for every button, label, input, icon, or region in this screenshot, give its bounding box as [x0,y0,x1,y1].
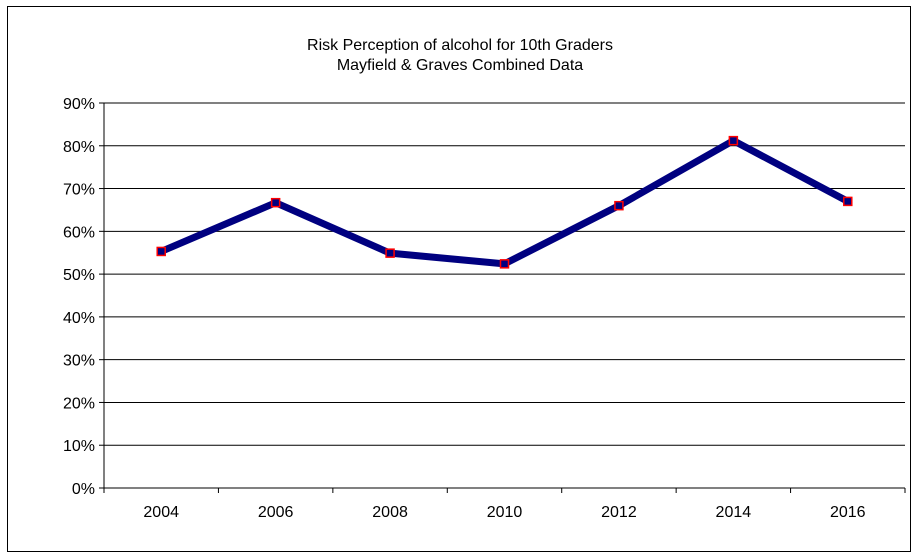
x-tick-label: 2014 [716,504,752,521]
x-tick-label: 2004 [143,504,179,521]
y-tick-label: 40% [63,310,95,327]
data-point [614,200,624,211]
chart-title-line-2: Mayfield & Graves Combined Data [336,57,584,74]
chart-frame [7,6,911,552]
x-tick-label: 2006 [258,504,294,521]
y-tick-label: 90% [63,96,95,113]
series-line [157,137,852,268]
data-point [499,259,510,269]
x-tick-label: 2012 [601,504,637,521]
data-point [843,196,853,207]
x-tick-label: 2016 [830,504,866,521]
y-tick-label: 80% [63,139,95,156]
y-tick-label: 10% [63,438,95,455]
data-point [385,248,395,258]
y-tick-label: 70% [63,182,95,199]
y-tick-label: 30% [63,353,95,370]
y-tick-label: 60% [63,224,95,241]
data-point [728,135,739,146]
data-point [270,197,281,208]
chart-title-line-1: Risk Perception of alcohol for 10th Grad… [307,37,613,54]
x-tick-label: 2010 [487,504,523,521]
y-tick-label: 50% [63,267,95,284]
data-point [156,246,166,257]
y-tick-label: 20% [63,395,95,412]
x-tick-label: 2008 [372,504,408,521]
y-tick-label: 0% [72,481,95,498]
